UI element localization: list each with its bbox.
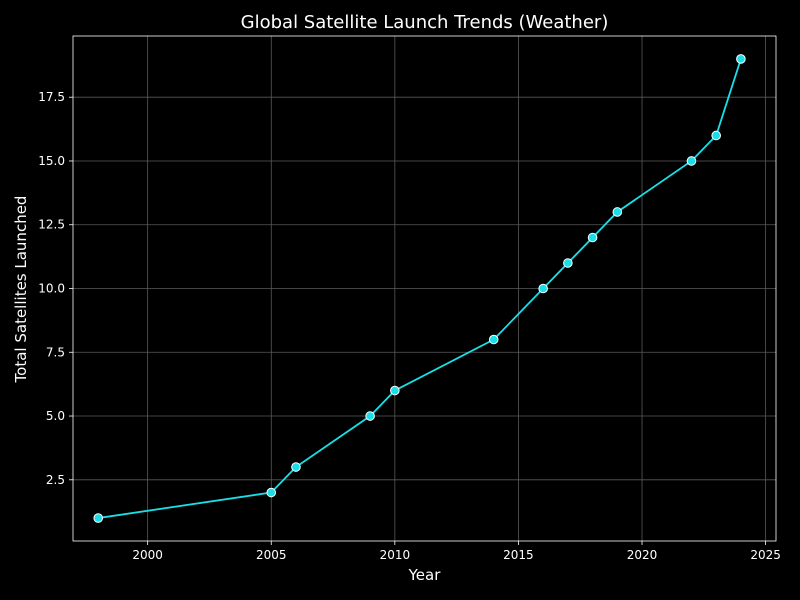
y-tick-label: 15.0 <box>38 154 65 168</box>
series-layer <box>93 54 746 523</box>
axis-ticks: 2000 2005 2010 2015 2020 2025 2.5 5.0 7.5 10.0 12.… <box>38 90 781 562</box>
data-point <box>686 156 697 166</box>
data-point <box>736 54 746 64</box>
y-tick-label: 17.5 <box>38 90 65 104</box>
x-tick-label: 2015 <box>503 548 534 562</box>
y-tick-label: 10.0 <box>38 282 65 296</box>
x-tick-label: 2025 <box>750 548 781 562</box>
grid <box>73 36 776 541</box>
data-point <box>488 334 499 345</box>
data-point <box>266 487 277 498</box>
x-axis-label: Year <box>408 566 442 584</box>
data-point <box>390 385 400 396</box>
x-tick-label: 2010 <box>380 548 411 562</box>
data-point <box>291 462 301 472</box>
x-tick-label: 2005 <box>256 548 287 562</box>
chart-title: Global Satellite Launch Trends (Weather) <box>241 12 609 33</box>
data-point <box>93 513 104 523</box>
data-point <box>587 232 598 243</box>
y-tick-label: 2.5 <box>46 473 65 487</box>
data-point <box>612 207 623 217</box>
y-axis-label: Total Satellites Launched <box>12 196 30 384</box>
x-tick-label: 2000 <box>132 548 163 562</box>
y-tick-label: 12.5 <box>38 218 65 232</box>
data-point <box>711 130 721 141</box>
data-point <box>538 283 548 294</box>
data-point <box>563 258 573 268</box>
y-tick-label: 5.0 <box>46 409 65 423</box>
y-tick-label: 7.5 <box>46 345 65 359</box>
data-point <box>365 411 375 421</box>
x-tick-label: 2020 <box>627 548 658 562</box>
